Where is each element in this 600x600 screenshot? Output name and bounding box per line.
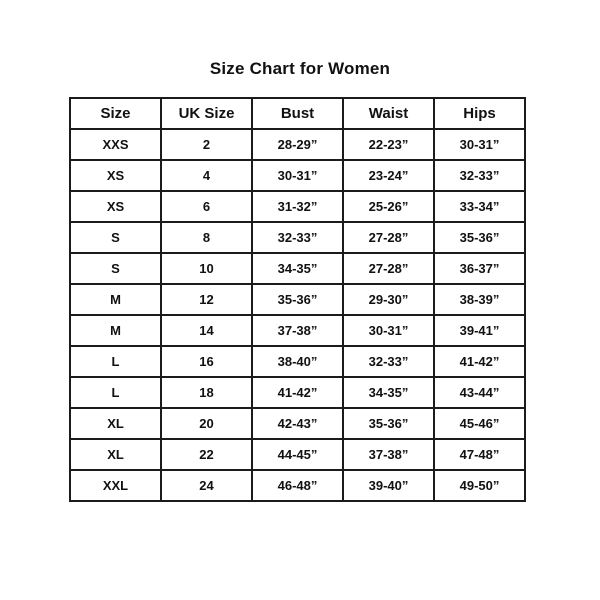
table-row: XXL 24 46-48” 39-40” 49-50” (69, 469, 526, 502)
header-cell: Size (69, 97, 162, 130)
table-cell: 39-41” (433, 314, 526, 347)
table-cell: 38-40” (251, 345, 344, 378)
header-cell: Bust (251, 97, 344, 130)
header-cell: UK Size (160, 97, 253, 130)
table-cell: 2 (160, 128, 253, 161)
table-cell: 10 (160, 252, 253, 285)
table-cell: 45-46” (433, 407, 526, 440)
table-cell: 16 (160, 345, 253, 378)
table-cell: XXL (69, 469, 162, 502)
table-cell: 4 (160, 159, 253, 192)
table-cell: 39-40” (342, 469, 435, 502)
table-cell: L (69, 376, 162, 409)
table-cell: 31-32” (251, 190, 344, 223)
table-cell: 6 (160, 190, 253, 223)
table-cell: 41-42” (433, 345, 526, 378)
table-cell: 18 (160, 376, 253, 409)
table-cell: 25-26” (342, 190, 435, 223)
page-title: Size Chart for Women (209, 59, 391, 78)
table-cell: L (69, 345, 162, 378)
table-row: M 14 37-38” 30-31” 39-41” (69, 314, 526, 347)
table-cell: 44-45” (251, 438, 344, 471)
header-cell: Waist (342, 97, 435, 130)
table-row: M 12 35-36” 29-30” 38-39” (69, 283, 526, 316)
table-cell: 22-23” (342, 128, 435, 161)
table-cell: 37-38” (251, 314, 344, 347)
table-cell: 32-33” (433, 159, 526, 192)
table-cell: 36-37” (433, 252, 526, 285)
table-cell: M (69, 283, 162, 316)
table-cell: 27-28” (342, 252, 435, 285)
table-cell: 30-31” (433, 128, 526, 161)
table-cell: 32-33” (342, 345, 435, 378)
table-cell: 49-50” (433, 469, 526, 502)
table-row: L 18 41-42” 34-35” 43-44” (69, 376, 526, 409)
table-cell: 41-42” (251, 376, 344, 409)
table-row: XS 4 30-31” 23-24” 32-33” (69, 159, 526, 192)
table-cell: 42-43” (251, 407, 344, 440)
table-cell: 47-48” (433, 438, 526, 471)
table-row: XXS 2 28-29” 22-23” 30-31” (69, 128, 526, 161)
table-cell: 12 (160, 283, 253, 316)
table-cell: 23-24” (342, 159, 435, 192)
table-cell: M (69, 314, 162, 347)
table-body: XXS 2 28-29” 22-23” 30-31” XS 4 30-31” 23-24” 32-… (69, 128, 526, 502)
table-cell: 35-36” (433, 221, 526, 254)
table-cell: 33-34” (433, 190, 526, 223)
table-row: S 8 32-33” 27-28” 35-36” (69, 221, 526, 254)
table-cell: XS (69, 190, 162, 223)
table-cell: 34-35” (342, 376, 435, 409)
table-row: L 16 38-40” 32-33” 41-42” (69, 345, 526, 378)
table-cell: 32-33” (251, 221, 344, 254)
table-cell: XS (69, 159, 162, 192)
table-cell: 14 (160, 314, 253, 347)
table-cell: 24 (160, 469, 253, 502)
table-cell: 35-36” (342, 407, 435, 440)
table-cell: S (69, 221, 162, 254)
table-cell: XL (69, 438, 162, 471)
table-cell: 27-28” (342, 221, 435, 254)
table-cell: 20 (160, 407, 253, 440)
table-row: S 10 34-35” 27-28” 36-37” (69, 252, 526, 285)
table-cell: 35-36” (251, 283, 344, 316)
header-row: Size UK Size Bust Waist Hips (69, 97, 526, 130)
size-chart-table: Size UK Size Bust Waist Hips XXS 2 28-29” 22-23… (69, 97, 526, 502)
table-cell: 30-31” (251, 159, 344, 192)
table-cell: 22 (160, 438, 253, 471)
table-cell: 8 (160, 221, 253, 254)
table-cell: 28-29” (251, 128, 344, 161)
table-cell: 37-38” (342, 438, 435, 471)
table-cell: 38-39” (433, 283, 526, 316)
table-cell: 34-35” (251, 252, 344, 285)
header-cell: Hips (433, 97, 526, 130)
table-row: XL 22 44-45” 37-38” 47-48” (69, 438, 526, 471)
table-cell: S (69, 252, 162, 285)
table-cell: 43-44” (433, 376, 526, 409)
table-header: Size UK Size Bust Waist Hips (69, 97, 526, 130)
table-row: XL 20 42-43” 35-36” 45-46” (69, 407, 526, 440)
table-cell: XL (69, 407, 162, 440)
table-cell: 29-30” (342, 283, 435, 316)
table-cell: 30-31” (342, 314, 435, 347)
table-row: XS 6 31-32” 25-26” 33-34” (69, 190, 526, 223)
table-cell: XXS (69, 128, 162, 161)
table-cell: 46-48” (251, 469, 344, 502)
